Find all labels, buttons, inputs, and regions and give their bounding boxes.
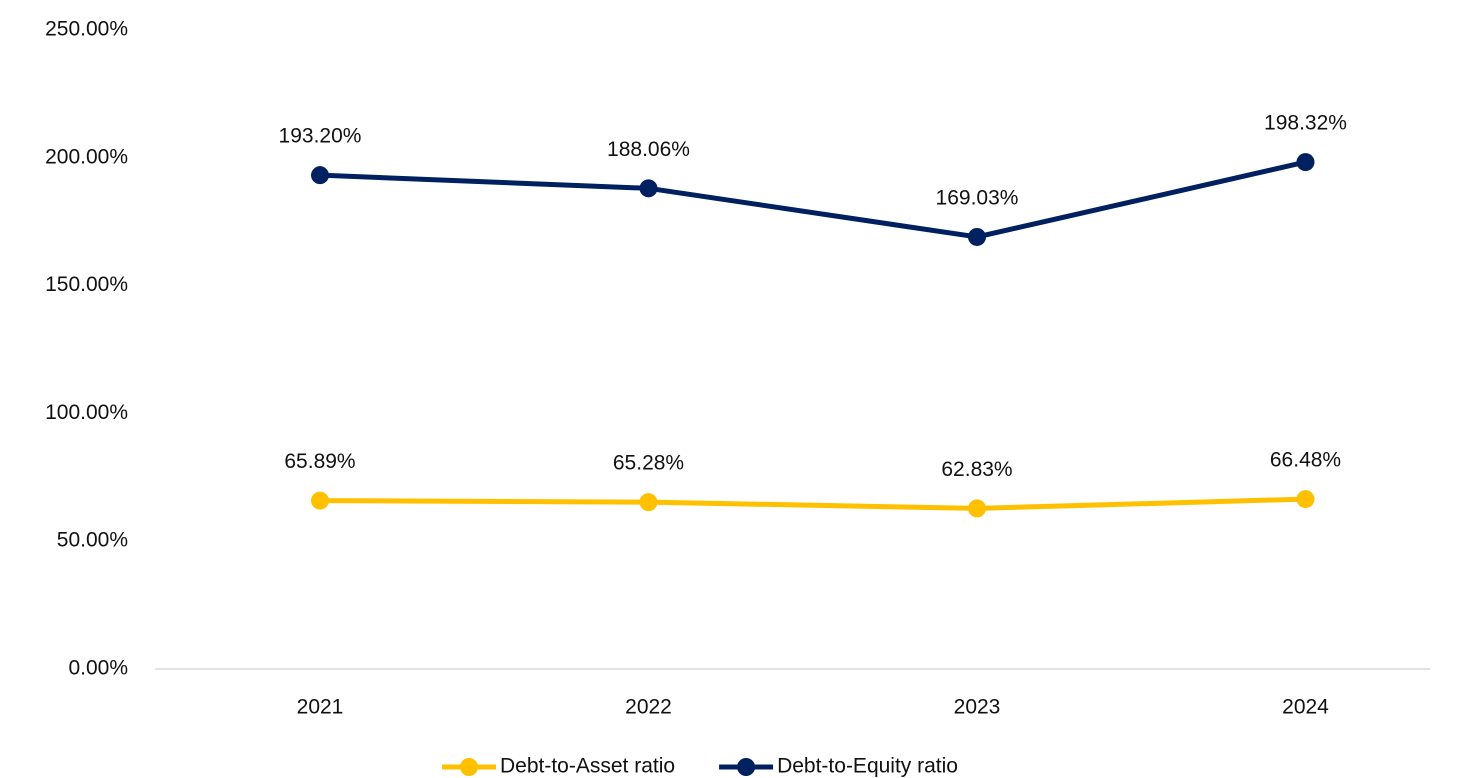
point <box>311 166 329 185</box>
data-label: 193.20% <box>279 125 362 148</box>
point <box>639 493 658 512</box>
legend-label: Debt-to-Equity ratio <box>777 755 958 778</box>
data-label: 198.32% <box>1264 112 1347 135</box>
series-line <box>319 159 1307 240</box>
legend-item: Debt-to-Asset ratio <box>442 755 675 778</box>
x-tick-label: 2022 <box>625 696 672 719</box>
x-tick-label: 2021 <box>297 696 344 719</box>
point <box>968 227 986 246</box>
data-label: 66.48% <box>1270 449 1341 472</box>
series-line <box>319 496 1306 511</box>
y-tick-label: 150.00% <box>45 273 128 296</box>
y-tick-label: 100.00% <box>45 401 128 424</box>
legend-label: Debt-to-Asset ratio <box>500 755 675 778</box>
point <box>1296 490 1315 509</box>
data-label: 62.83% <box>941 458 1012 481</box>
data-label: 169.03% <box>936 187 1019 210</box>
legend-marker <box>460 758 478 776</box>
legend-item: Debt-to-Equity ratio <box>719 755 958 778</box>
point <box>639 179 658 198</box>
legend-marker <box>737 758 756 776</box>
point <box>311 491 329 510</box>
data-label: 65.28% <box>613 452 684 475</box>
y-tick-label: 200.00% <box>45 145 128 168</box>
point <box>968 499 986 518</box>
y-tick-label: 50.00% <box>57 529 128 552</box>
x-tick-label: 2024 <box>1282 696 1329 719</box>
data-label: 188.06% <box>607 138 690 161</box>
y-tick-label: 250.00% <box>45 18 128 41</box>
point <box>1296 153 1315 172</box>
x-tick-label: 2023 <box>954 696 1001 719</box>
y-tick-label: 0.00% <box>68 657 128 680</box>
data-label: 65.89% <box>284 450 355 473</box>
